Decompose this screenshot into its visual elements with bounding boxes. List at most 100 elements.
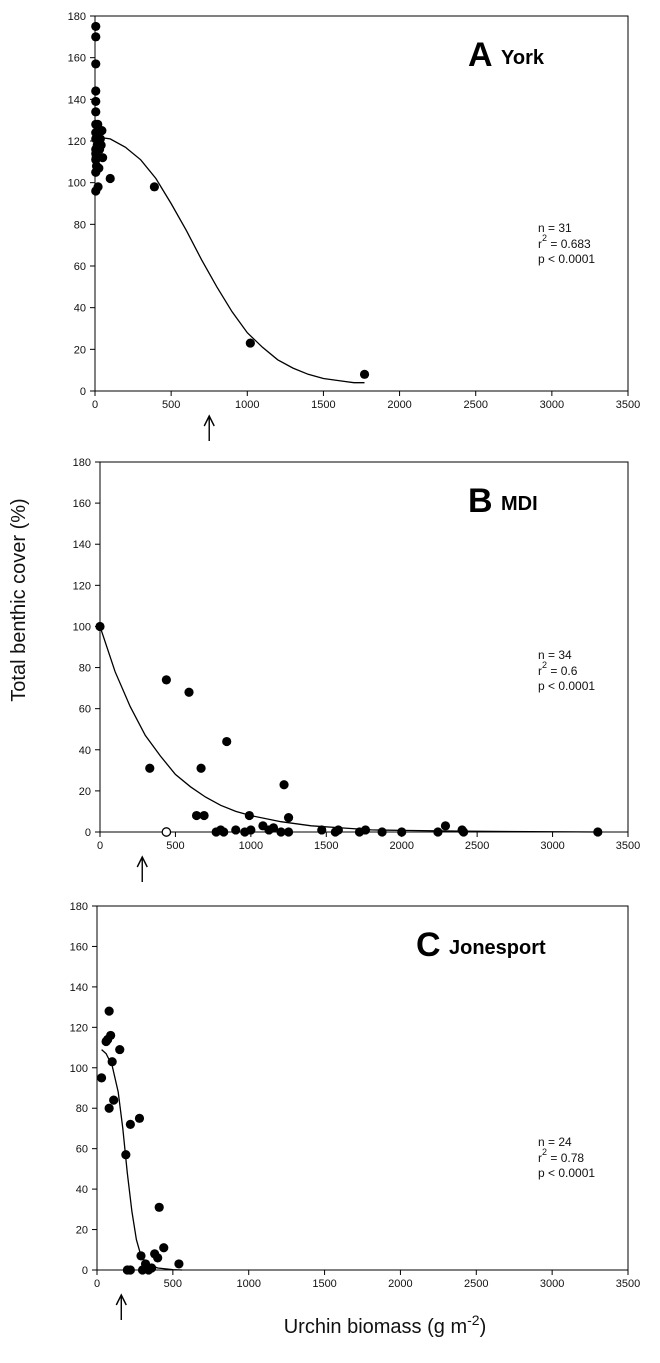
y-tick-label: 0 (85, 827, 91, 839)
data-point (433, 827, 443, 837)
data-point (219, 827, 229, 837)
y-tick-label: 120 (73, 580, 91, 592)
x-tick-label: 3500 (616, 840, 640, 852)
x-axis-title-exponent: -2 (467, 1312, 480, 1328)
data-point (222, 736, 232, 747)
data-point (121, 1150, 131, 1160)
data-point (134, 1113, 145, 1123)
y-tick-label: 0 (82, 1265, 88, 1277)
data-point (397, 827, 407, 837)
data-point (246, 825, 256, 835)
stat-n: n = 34 (538, 648, 572, 662)
panel-letter: A (468, 36, 493, 74)
y-axis-title: Total benthic cover (%) (8, 498, 30, 701)
y-tick-label: 60 (74, 261, 86, 273)
fit-curve (94, 136, 365, 384)
panel-site-name: Jonesport (449, 937, 546, 959)
x-tick-label: 1500 (312, 1278, 336, 1290)
data-point (149, 182, 159, 192)
data-point (196, 763, 206, 773)
x-axis-title-main: Urchin biomass (g m (284, 1316, 467, 1338)
y-tick-label: 160 (68, 53, 86, 65)
data-point (333, 825, 343, 835)
x-tick-label: 3000 (540, 1278, 564, 1290)
fit-curve (101, 1049, 183, 1271)
stat-r-squared: r2 = 0.78 (538, 1147, 584, 1165)
stat-p-value: p < 0.0001 (538, 679, 595, 693)
threshold-arrow-head (115, 1293, 127, 1306)
x-tick-label: 0 (97, 840, 103, 852)
data-point (91, 21, 101, 32)
data-point (245, 338, 255, 348)
y-tick-label: 80 (76, 1103, 88, 1115)
panel-b: 0 20 40 60 80 100 120 140 160 180 0 500 1000 1500 2000… (73, 457, 640, 882)
panel-site-name: York (501, 47, 545, 69)
data-point (103, 1034, 113, 1045)
x-tick-label: 1000 (235, 399, 259, 411)
y-tick-label: 180 (73, 457, 91, 469)
x-tick-label: 2500 (463, 399, 487, 411)
stat-r-squared-symbol: r (538, 1151, 542, 1165)
data-point (91, 86, 101, 96)
stat-r-squared-exponent: 2 (542, 1147, 547, 1157)
y-tick-label: 140 (70, 982, 88, 994)
data-point (231, 825, 241, 835)
data-point (264, 825, 274, 835)
y-tick-label: 100 (68, 178, 86, 190)
stat-p-value: p < 0.0001 (538, 1166, 595, 1180)
data-point (360, 825, 371, 835)
data-point (105, 173, 115, 184)
data-point (359, 369, 370, 379)
stat-r-squared-symbol: r (538, 237, 542, 251)
data-point (104, 1103, 114, 1113)
data-point (199, 810, 209, 821)
x-tick-label: 500 (166, 840, 184, 852)
stat-n: n = 24 (538, 1135, 572, 1149)
threshold-arrow-head (136, 855, 148, 868)
data-point (91, 107, 101, 117)
data-point (96, 1073, 107, 1083)
data-point (283, 827, 294, 837)
x-tick-label: 3500 (616, 1278, 640, 1290)
x-tick-label: 1000 (239, 840, 263, 852)
stat-r-squared: r2 = 0.6 (538, 660, 578, 678)
y-tick-label: 20 (76, 1225, 88, 1237)
data-point (174, 1259, 184, 1269)
data-point (283, 813, 294, 823)
data-point (98, 153, 108, 163)
stat-n: n = 31 (538, 221, 572, 235)
y-tick-label: 40 (76, 1184, 88, 1196)
data-point (93, 119, 103, 129)
data-point (136, 1251, 146, 1261)
data-point (593, 827, 603, 837)
y-tick-label: 40 (74, 303, 86, 315)
data-point (440, 821, 451, 831)
y-tick-label: 180 (68, 11, 86, 23)
data-point (109, 1095, 119, 1105)
data-point (159, 1243, 169, 1253)
x-tick-label: 3000 (540, 399, 564, 411)
y-tick-label: 0 (80, 386, 86, 398)
data-point (154, 1202, 164, 1212)
x-tick-label: 3000 (540, 840, 564, 852)
stat-r-squared-symbol: r (538, 664, 542, 678)
plot-frame (94, 15, 629, 392)
data-point (153, 1253, 163, 1263)
data-point (244, 810, 254, 821)
x-axis-title-close: ) (480, 1316, 487, 1338)
data-point (145, 763, 155, 773)
x-tick-label: 1500 (314, 840, 338, 852)
y-tick-label: 140 (68, 94, 86, 106)
stat-r-squared-value: = 0.6 (547, 664, 578, 678)
x-tick-label: 2000 (387, 399, 411, 411)
data-point (95, 621, 105, 632)
y-tick-label: 100 (70, 1063, 88, 1075)
data-point (276, 827, 286, 837)
panel-a: 0 20 40 60 80 100 120 140 160 180 0 500 1000 1500 2000… (68, 11, 640, 441)
y-tick-label: 160 (73, 498, 91, 510)
data-point (91, 153, 101, 163)
data-point (317, 825, 327, 835)
data-point (458, 827, 469, 837)
